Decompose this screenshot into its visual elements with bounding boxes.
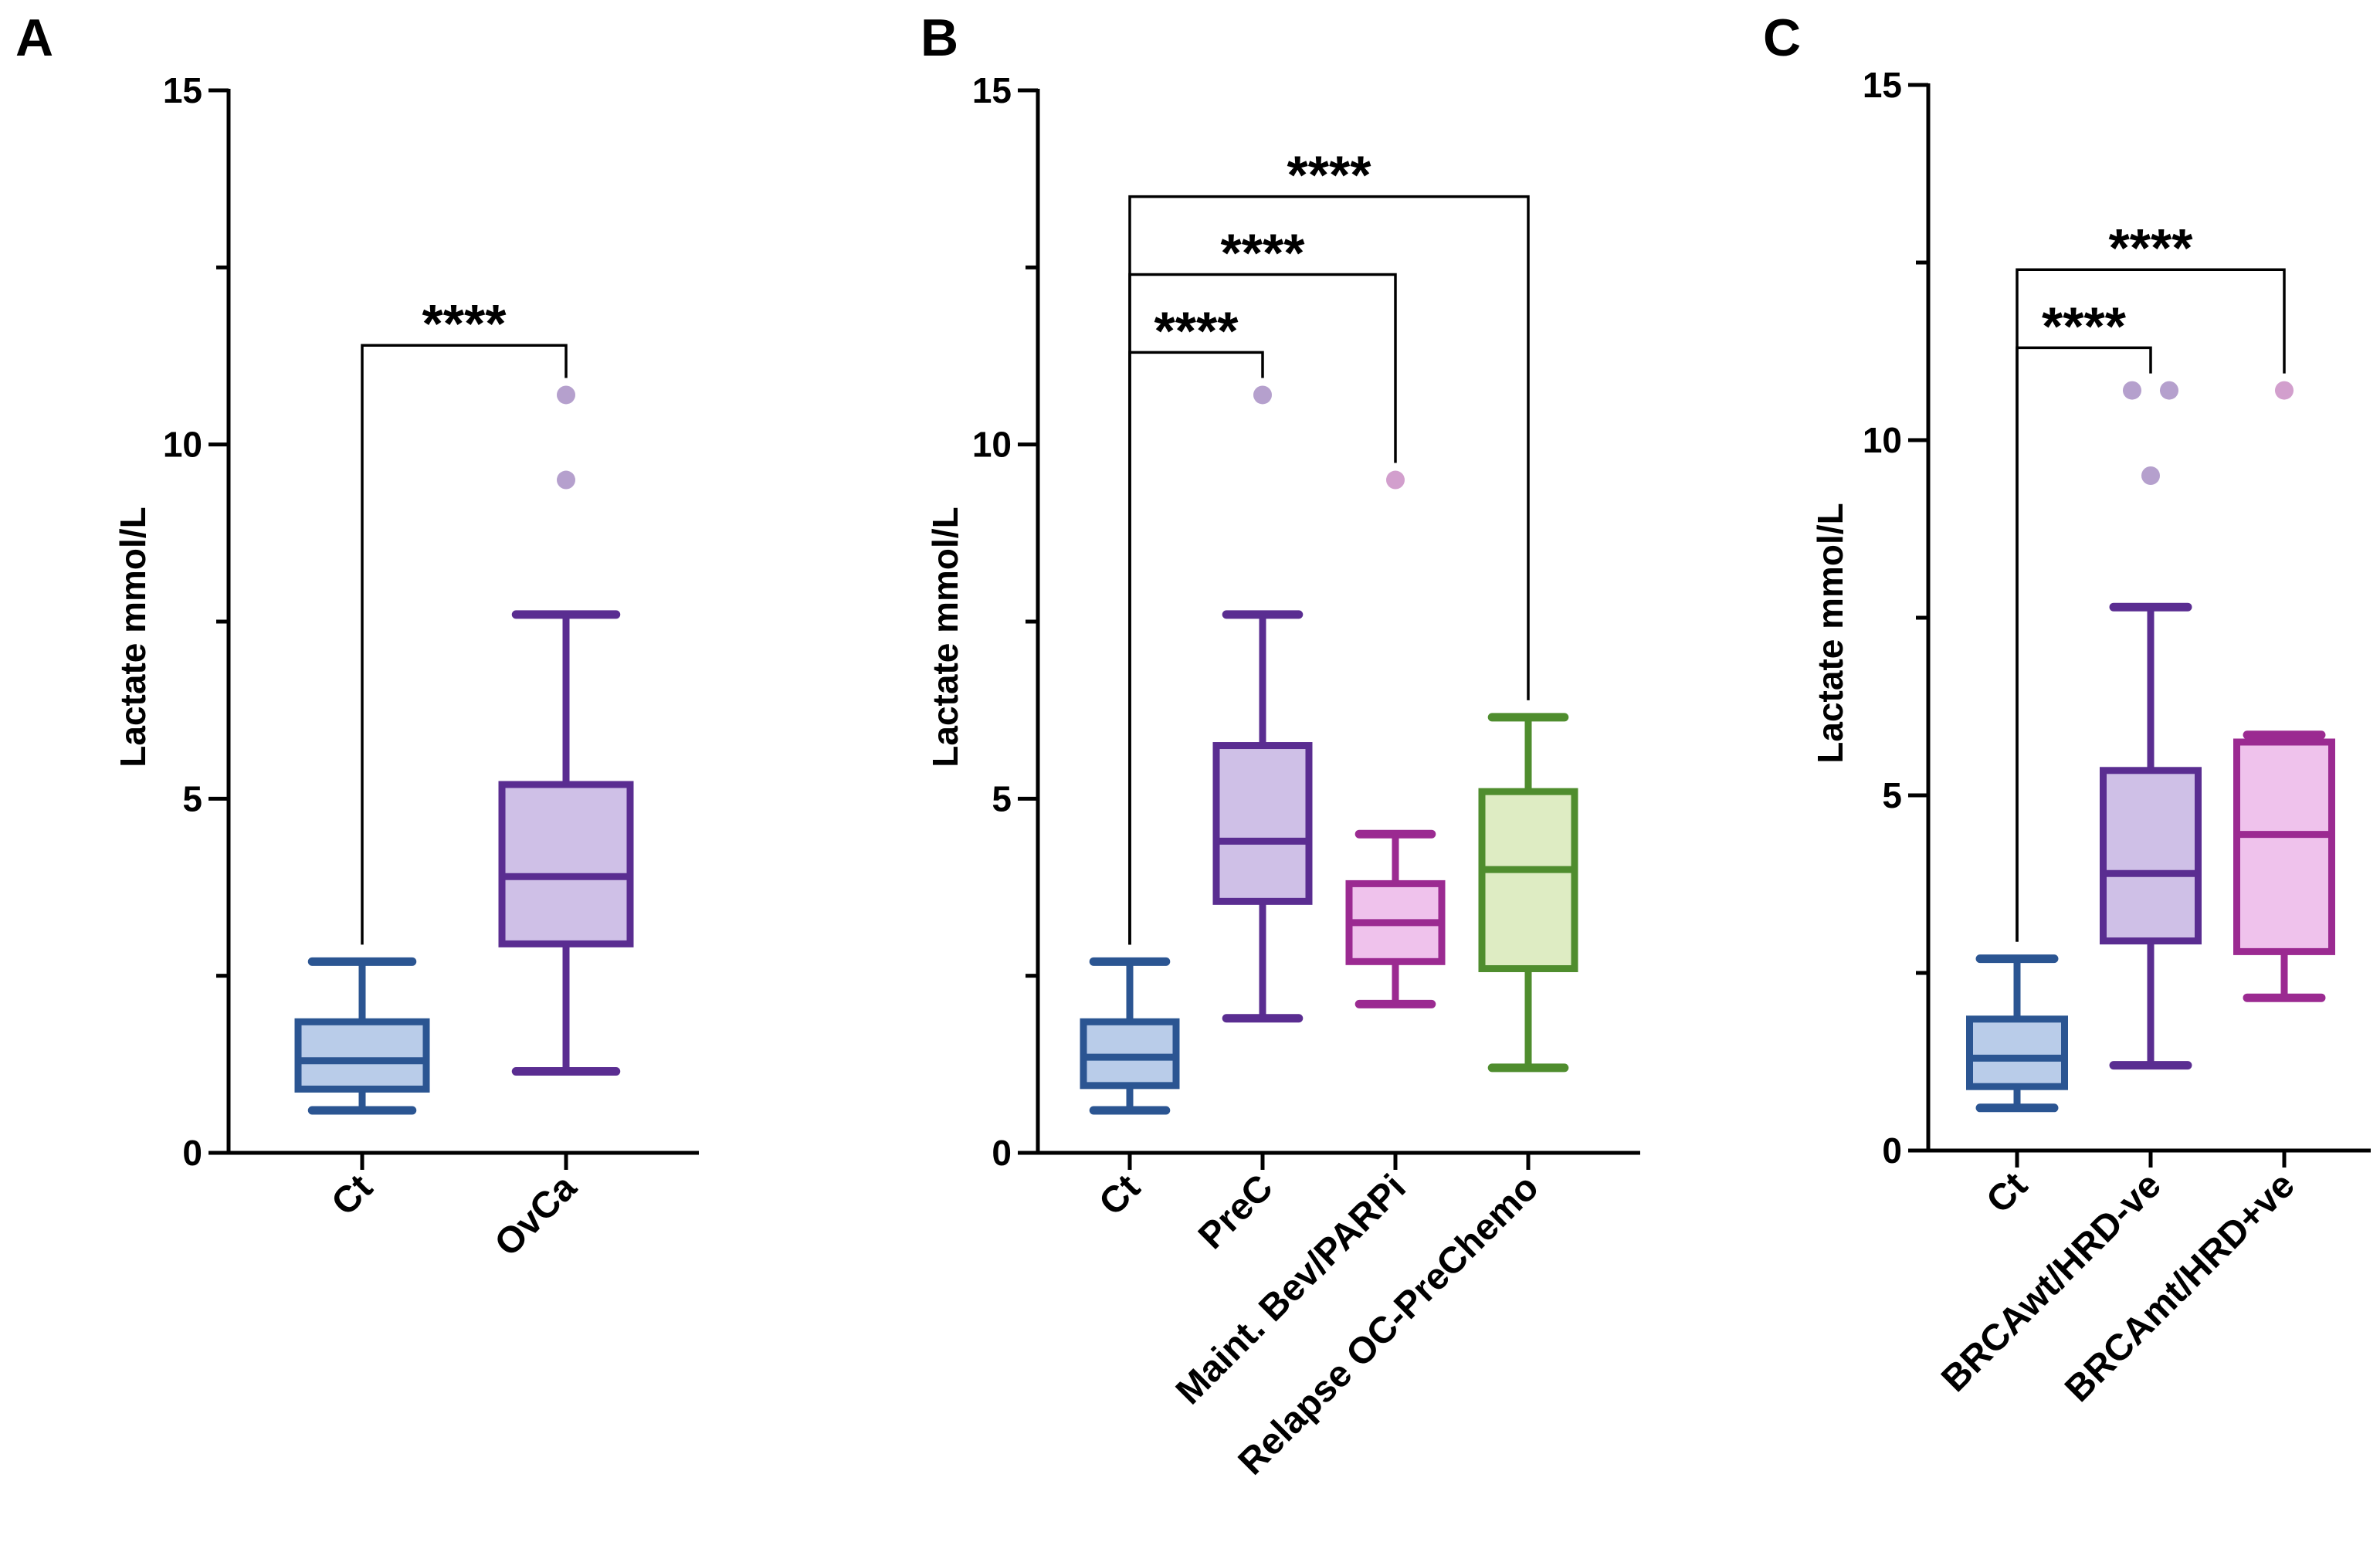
box-brcawt-hrd-ve bbox=[2100, 381, 2202, 1070]
y-tick-label: 15 bbox=[163, 70, 202, 110]
outlier-point bbox=[1386, 470, 1405, 490]
y-tick-label: 0 bbox=[182, 1133, 202, 1173]
x-category-label: Maint. Bev/PARPi bbox=[1168, 1167, 1414, 1412]
panel-c: C 0 5 10 15 Lactate mmol/L CtBRCAwt/HRD-veBRCA… bbox=[1763, 8, 2371, 1410]
significance-label: **** bbox=[2042, 296, 2127, 356]
x-category-label: Ct bbox=[324, 1167, 380, 1223]
y-tick-label: 5 bbox=[182, 778, 202, 818]
box-ovca bbox=[498, 385, 634, 1076]
outlier-point bbox=[2141, 466, 2160, 485]
x-category-label: BRCAwt/HRD-ve bbox=[1934, 1164, 2169, 1400]
outlier-point bbox=[557, 470, 575, 490]
x-category-label: Ct bbox=[1978, 1164, 2035, 1221]
panel-a-letter: A bbox=[15, 8, 53, 67]
significance-bracket: **** bbox=[361, 293, 568, 945]
panel-a: A 0 5 10 15 Lactate mmol/L Ct OvCa **** bbox=[15, 8, 699, 1264]
panel-b-letter: B bbox=[920, 8, 958, 67]
panel-c-letter: C bbox=[1763, 8, 1801, 67]
outlier-point bbox=[2123, 381, 2141, 400]
outlier-point bbox=[2275, 381, 2294, 400]
y-axis-label: Lactate mmol/L bbox=[1810, 503, 1850, 763]
iqr-box bbox=[498, 781, 634, 947]
iqr-box bbox=[2100, 767, 2202, 945]
outlier-point bbox=[557, 385, 575, 405]
y-tick-label: 10 bbox=[1863, 420, 1902, 460]
x-category-label: BRCAmt/HRD+ve bbox=[2057, 1164, 2303, 1410]
bracket-line bbox=[361, 344, 568, 945]
y-tick-label: 5 bbox=[992, 778, 1012, 818]
iqr-box bbox=[1212, 742, 1313, 905]
y-tick-label: 10 bbox=[972, 425, 1012, 465]
box-ct bbox=[1966, 954, 2068, 1113]
y-tick-label: 10 bbox=[163, 425, 202, 465]
y-tick-label: 15 bbox=[1863, 65, 1902, 105]
x-category-label: Ct bbox=[1091, 1167, 1148, 1223]
iqr-box bbox=[294, 1018, 430, 1093]
y-tick-label: 5 bbox=[1882, 775, 1902, 815]
significance-label: **** bbox=[1221, 223, 1306, 283]
bracket-line bbox=[2016, 268, 2286, 942]
significance-label: **** bbox=[422, 293, 507, 354]
bracket-line bbox=[1128, 195, 1530, 945]
y-tick-label: 0 bbox=[992, 1133, 1012, 1173]
iqr-box bbox=[2233, 738, 2335, 955]
significance-bracket: **** bbox=[1128, 145, 1530, 945]
box-relapse-oc-prechemo bbox=[1478, 713, 1578, 1073]
x-category-label: PreC bbox=[1191, 1167, 1281, 1257]
x-category-label: OvCa bbox=[487, 1167, 585, 1264]
y-tick-label: 0 bbox=[1882, 1130, 1902, 1171]
y-axis-label: Lactate mmol/L bbox=[925, 507, 965, 767]
significance-label: **** bbox=[2109, 218, 2194, 278]
significance-bracket: **** bbox=[2016, 218, 2286, 942]
outlier-point bbox=[2160, 381, 2178, 400]
outlier-point bbox=[1253, 385, 1272, 405]
box-ct bbox=[294, 957, 430, 1115]
iqr-box bbox=[1080, 1018, 1180, 1090]
iqr-box bbox=[1478, 788, 1578, 972]
y-axis-label: Lactate mmol/L bbox=[113, 507, 153, 767]
box-ct bbox=[1080, 957, 1180, 1115]
y-tick-label: 15 bbox=[972, 70, 1012, 110]
significance-label: **** bbox=[1287, 145, 1372, 205]
iqr-box bbox=[1966, 1015, 2068, 1090]
significance-label: **** bbox=[1154, 300, 1239, 361]
box-maint-bev-parpi bbox=[1345, 470, 1446, 1008]
box-prec bbox=[1212, 385, 1313, 1023]
box-brcamt-hrd-ve bbox=[2233, 381, 2335, 1002]
